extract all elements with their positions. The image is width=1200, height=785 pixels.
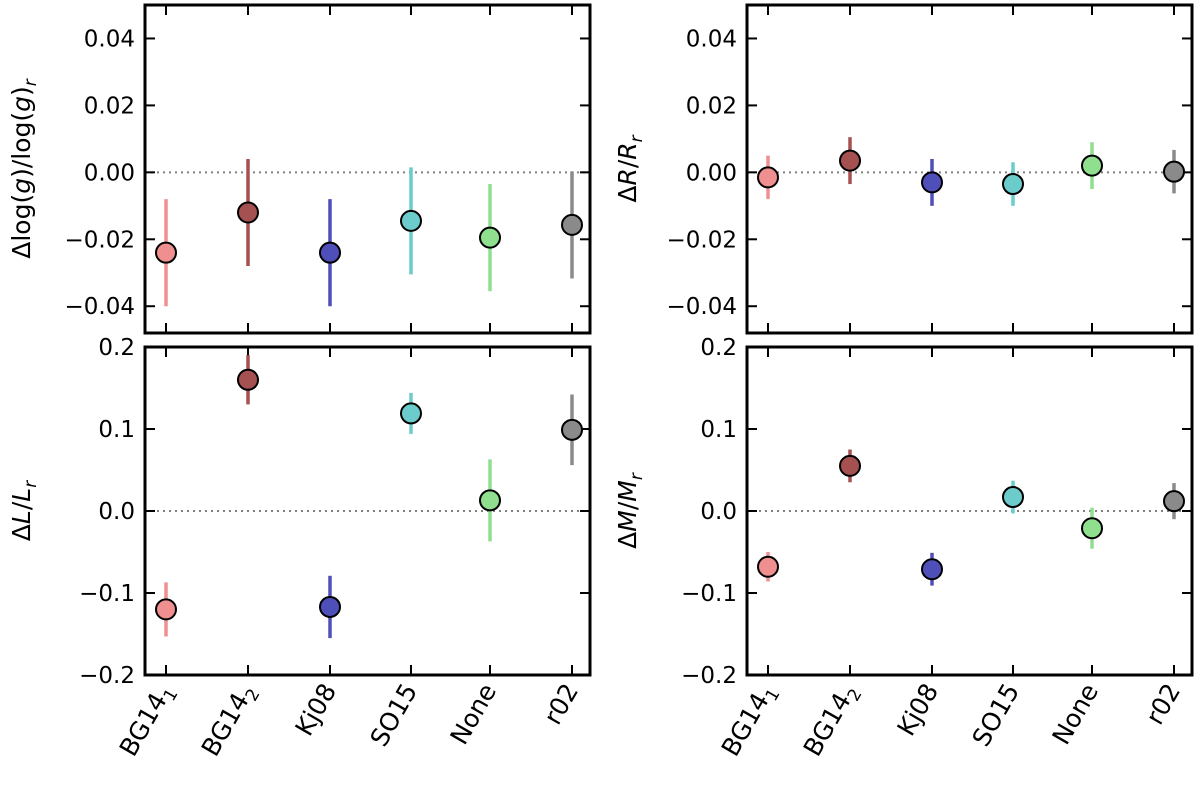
- data-point-r02: [1163, 160, 1185, 183]
- y-tick-label: 0.04: [84, 26, 135, 52]
- x-category-label: SO15: [364, 679, 423, 752]
- data-point-BG141: [757, 555, 779, 578]
- y-tick-label: 0.02: [84, 93, 135, 119]
- data-point-BG141: [757, 166, 779, 189]
- y-tick-label: −0.04: [65, 294, 135, 320]
- data-point-Kj08: [921, 171, 943, 194]
- panel-top-left: −0.04 −0.02 0.00 0.02 0.04 Δlog(g)/log(g)r: [7, 3, 592, 335]
- axes-frame: [745, 3, 1194, 335]
- y-tick-label: 0.1: [98, 417, 135, 443]
- x-category-label: None: [444, 679, 502, 750]
- y-axis-label: ΔR/Rr: [613, 134, 647, 202]
- y-tick-label: −0.1: [681, 581, 737, 607]
- x-category-label: r02: [538, 679, 584, 730]
- axes-frame: [143, 345, 592, 677]
- data-point-r02: [561, 418, 583, 441]
- y-tick-label: 0.2: [700, 335, 737, 361]
- axes-frame: [745, 345, 1194, 677]
- y-tick-label: 0.0: [98, 499, 135, 525]
- y-tick-label: −0.04: [667, 294, 737, 320]
- axes-frame: [143, 3, 592, 335]
- data-point-None: [1081, 154, 1103, 177]
- x-category-label: Kj08: [290, 679, 343, 741]
- data-point-BG142: [839, 454, 861, 477]
- y-tick-label: 0.0: [700, 499, 737, 525]
- x-category-label: r02: [1140, 679, 1186, 730]
- x-category-label: BG142: [798, 679, 867, 764]
- data-point-SO15: [1002, 173, 1024, 196]
- x-category-label: SO15: [966, 679, 1025, 752]
- y-tick-label: −0.02: [667, 227, 737, 253]
- panel-bottom-left: −0.2 −0.1 0.0 0.1 0.2 ΔL/Lr BG141 BG142 Kj08 SO15…: [7, 335, 592, 764]
- data-point-BG141: [155, 598, 177, 621]
- y-tick-label: 0.00: [84, 160, 135, 186]
- x-category-label: Kj08: [892, 679, 945, 741]
- y-tick-label: 0.04: [686, 26, 737, 52]
- panel-bottom-right: −0.2 −0.1 0.0 0.1 0.2 ΔM/Mr BG141 BG142 Kj08 SO15…: [613, 335, 1194, 764]
- data-point-Kj08: [319, 241, 341, 264]
- y-tick-label: 0.00: [686, 160, 737, 186]
- data-point-BG142: [839, 149, 861, 172]
- data-point-r02: [1163, 490, 1185, 513]
- y-tick-label: −0.2: [681, 663, 737, 689]
- data-point-SO15: [400, 402, 422, 425]
- y-tick-label: 0.2: [98, 335, 135, 361]
- data-point-None: [479, 489, 501, 512]
- y-tick-label: −0.2: [79, 663, 135, 689]
- x-category-label: BG142: [196, 679, 265, 764]
- data-point-SO15: [1002, 486, 1024, 509]
- data-point-Kj08: [921, 558, 943, 581]
- y-axis-label: Δlog(g)/log(g)r: [7, 78, 41, 259]
- x-category-label: BG141: [716, 679, 785, 764]
- data-point-None: [479, 226, 501, 249]
- data-point-BG142: [237, 201, 259, 224]
- x-category-label: None: [1046, 679, 1104, 750]
- panel-top-right: −0.04 −0.02 0.00 0.02 0.04 ΔR/Rr: [613, 3, 1194, 335]
- y-tick-label: 0.02: [686, 93, 737, 119]
- data-point-r02: [561, 213, 583, 236]
- y-axis-label: ΔM/Mr: [613, 472, 647, 549]
- data-point-BG141: [155, 241, 177, 264]
- x-category-label: BG141: [114, 679, 183, 764]
- data-point-Kj08: [319, 595, 341, 618]
- y-tick-label: −0.1: [79, 581, 135, 607]
- data-point-None: [1081, 517, 1103, 540]
- data-point-BG142: [237, 368, 259, 391]
- y-axis-label: ΔL/Lr: [7, 480, 41, 541]
- y-tick-label: 0.1: [700, 417, 737, 443]
- data-point-SO15: [400, 209, 422, 232]
- y-tick-label: −0.02: [65, 227, 135, 253]
